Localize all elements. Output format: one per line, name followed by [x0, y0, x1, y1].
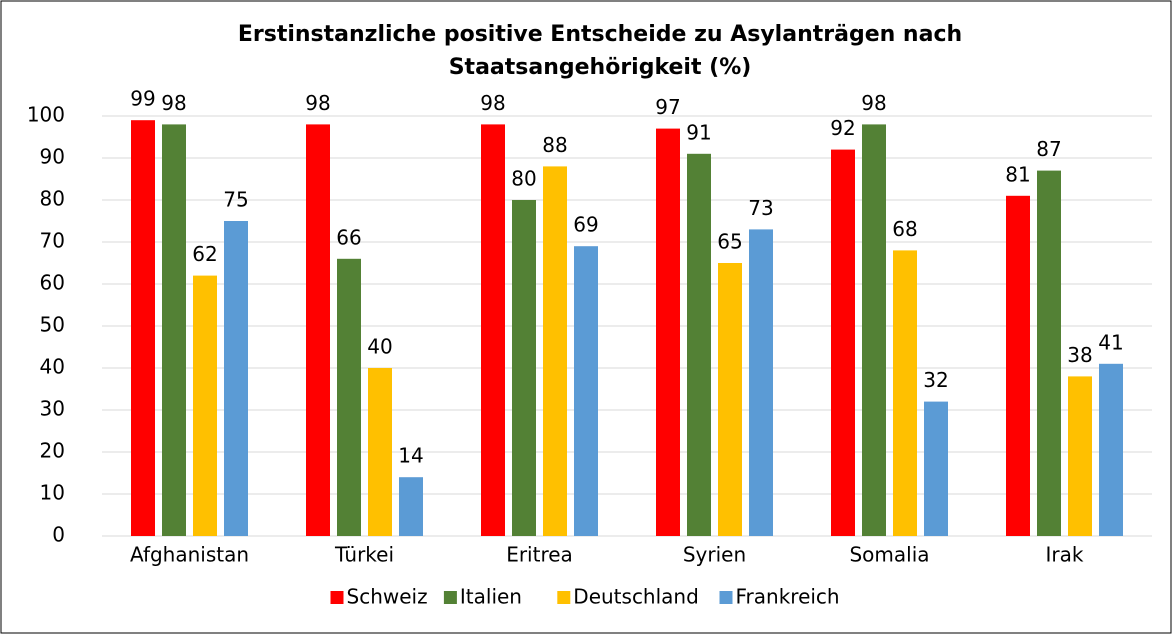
value-label: 68	[892, 217, 917, 241]
legend-label: Italien	[460, 585, 522, 609]
y-tick-label: 20	[40, 439, 65, 463]
y-tick-label: 80	[40, 187, 65, 211]
value-label: 40	[367, 335, 392, 359]
bar	[512, 200, 536, 536]
x-tick-label: Türkei	[334, 543, 394, 567]
legend-swatch	[719, 591, 733, 604]
bar	[131, 120, 155, 536]
value-label: 91	[686, 120, 711, 144]
bar	[656, 128, 680, 536]
value-label: 98	[480, 91, 505, 115]
x-tick-label: Syrien	[683, 543, 746, 567]
legend-swatch	[443, 591, 457, 604]
x-tick-label: Afghanistan	[130, 543, 249, 567]
bar	[224, 221, 248, 536]
bar	[543, 166, 567, 536]
y-tick-label: 60	[40, 271, 65, 295]
bar	[193, 275, 217, 536]
x-tick-label: Somalia	[849, 543, 929, 567]
y-tick-label: 10	[40, 481, 65, 505]
y-tick-label: 90	[40, 145, 65, 169]
value-label: 62	[192, 242, 217, 266]
bar	[1006, 195, 1030, 537]
bar	[574, 246, 598, 536]
value-label: 98	[161, 91, 186, 115]
bar	[306, 124, 330, 537]
value-label: 98	[861, 91, 886, 115]
x-tick-label: Irak	[1046, 543, 1084, 567]
value-label: 32	[923, 368, 948, 392]
value-label: 87	[1036, 137, 1061, 161]
x-tick-label: Eritrea	[506, 543, 573, 567]
legend-swatch	[330, 591, 344, 604]
bar	[481, 124, 505, 537]
value-label: 80	[511, 167, 536, 191]
chart-title: Erstinstanzliche positive Entscheide zu …	[238, 22, 962, 47]
value-label: 98	[305, 91, 330, 115]
value-label: 73	[748, 196, 773, 220]
legend-swatch	[557, 591, 571, 604]
bar	[831, 149, 855, 536]
y-tick-label: 70	[40, 229, 65, 253]
bar	[893, 250, 917, 536]
value-label: 97	[655, 95, 680, 119]
value-label: 66	[336, 225, 361, 249]
bar	[1099, 363, 1123, 536]
value-label: 99	[130, 87, 155, 111]
value-label: 81	[1005, 162, 1030, 186]
chart-title: Staatsangehörigkeit (%)	[449, 55, 752, 80]
bar	[1037, 170, 1061, 536]
y-tick-label: 40	[40, 355, 65, 379]
bar	[862, 124, 886, 537]
value-label: 75	[223, 188, 248, 212]
legend-label: Frankreich	[736, 585, 840, 609]
bar	[749, 229, 773, 536]
bar	[718, 263, 742, 536]
value-label: 65	[717, 230, 742, 254]
legend-label: Deutschland	[573, 585, 699, 609]
legend-label: Schweiz	[347, 585, 428, 609]
value-label: 14	[398, 444, 423, 468]
y-tick-label: 50	[40, 313, 65, 337]
bar	[337, 258, 361, 536]
y-tick-label: 0	[52, 523, 65, 547]
bar	[368, 368, 392, 536]
value-label: 38	[1067, 343, 1092, 367]
bar	[687, 153, 711, 537]
bar	[399, 477, 423, 536]
value-label: 92	[830, 116, 855, 140]
value-label: 88	[542, 133, 567, 157]
y-tick-label: 100	[27, 103, 65, 127]
value-label: 69	[573, 213, 598, 237]
y-tick-label: 30	[40, 397, 65, 421]
value-label: 41	[1098, 330, 1123, 354]
bar	[162, 124, 186, 537]
bar	[1068, 376, 1092, 536]
bar	[924, 401, 948, 536]
